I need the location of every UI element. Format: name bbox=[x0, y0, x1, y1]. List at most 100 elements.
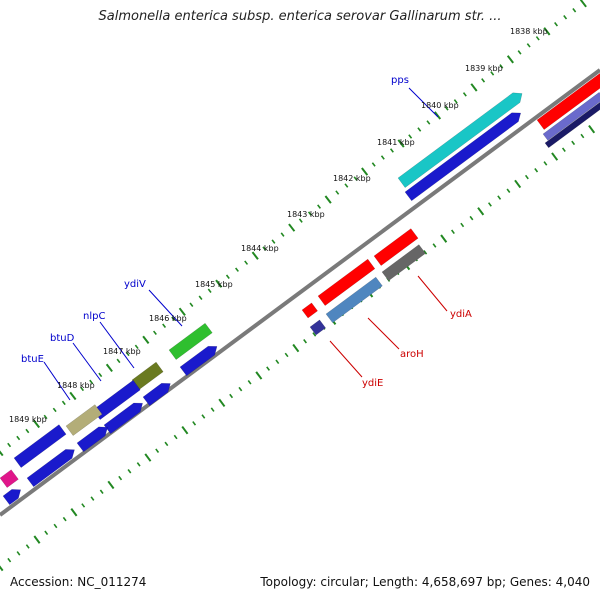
tick-mark bbox=[380, 155, 385, 160]
reverse-feature bbox=[373, 228, 419, 266]
tick-mark bbox=[43, 414, 48, 420]
forward-feature bbox=[13, 424, 67, 468]
tick-mark bbox=[7, 442, 12, 448]
tick-mark bbox=[144, 453, 152, 462]
leader-line bbox=[367, 317, 400, 350]
tick-mark bbox=[451, 229, 455, 235]
label-leaders bbox=[43, 87, 448, 401]
forward-feature bbox=[142, 383, 171, 407]
tick-mark bbox=[16, 551, 21, 556]
tick-mark bbox=[251, 251, 259, 260]
tick-mark bbox=[312, 332, 317, 337]
tick-mark bbox=[99, 489, 104, 494]
kbp-label: 1840 kbp bbox=[421, 101, 459, 110]
tick-mark bbox=[207, 288, 212, 293]
kbp-label: 1845 kbp bbox=[195, 280, 233, 289]
forward-feature bbox=[76, 426, 108, 453]
tick-mark bbox=[178, 307, 186, 316]
tick-mark bbox=[229, 393, 234, 399]
tick-mark bbox=[155, 448, 160, 453]
tick-mark bbox=[579, 0, 587, 8]
tick-mark bbox=[543, 27, 551, 36]
leader-line bbox=[43, 361, 71, 401]
tick-mark bbox=[69, 391, 77, 401]
leader-line bbox=[329, 340, 363, 378]
forward-feature bbox=[26, 449, 75, 488]
tick-mark bbox=[25, 544, 30, 549]
tick-mark bbox=[89, 379, 94, 385]
tick-mark bbox=[477, 207, 485, 216]
tick-mark bbox=[397, 139, 405, 148]
tick-mark bbox=[462, 92, 467, 97]
tick-mark bbox=[105, 363, 113, 373]
ydiA-gene bbox=[381, 244, 426, 282]
tick-mark bbox=[152, 330, 157, 336]
leader-line bbox=[72, 342, 102, 382]
tick-mark bbox=[524, 174, 529, 180]
tick-mark bbox=[307, 211, 312, 216]
tick-mark bbox=[171, 316, 176, 322]
inner-tick-ring bbox=[0, 124, 596, 572]
tick-mark bbox=[288, 223, 296, 232]
kbp-label: 1839 kbp bbox=[465, 64, 503, 73]
tick-mark bbox=[534, 167, 539, 173]
tick-mark bbox=[353, 176, 358, 181]
tick-mark bbox=[551, 152, 559, 161]
tick-mark bbox=[588, 124, 596, 134]
tick-mark bbox=[247, 380, 252, 385]
tick-mark bbox=[118, 475, 123, 481]
ydiV-gene bbox=[168, 322, 213, 360]
gene-label-ydiE: ydiE bbox=[362, 378, 383, 389]
tick-mark bbox=[33, 535, 41, 544]
tick-mark bbox=[164, 441, 169, 447]
tick-mark bbox=[481, 78, 486, 83]
tick-mark bbox=[127, 468, 132, 474]
leader-line bbox=[148, 289, 183, 327]
tick-mark bbox=[433, 111, 442, 120]
gene-label-nlpC: nlpC bbox=[83, 311, 105, 322]
tick-mark bbox=[408, 134, 413, 139]
tick-mark bbox=[52, 407, 57, 413]
kbp-label: 1847 kbp bbox=[103, 347, 141, 356]
reverse-feature bbox=[544, 101, 600, 149]
tick-mark bbox=[571, 140, 576, 146]
tick-mark bbox=[238, 386, 243, 392]
tick-mark bbox=[580, 133, 585, 139]
tick-mark bbox=[389, 148, 394, 153]
tick-mark bbox=[563, 15, 568, 20]
leader-line bbox=[408, 87, 439, 118]
tick-mark bbox=[62, 516, 67, 522]
tick-mark bbox=[514, 179, 522, 189]
pps-gene bbox=[397, 92, 523, 188]
leader-line bbox=[99, 321, 135, 369]
tick-mark bbox=[25, 428, 30, 434]
tick-mark bbox=[506, 188, 511, 194]
tick-mark bbox=[432, 243, 437, 248]
tick-mark bbox=[198, 295, 203, 300]
tick-mark bbox=[262, 246, 267, 251]
tick-mark bbox=[266, 366, 271, 371]
tick-mark bbox=[201, 414, 206, 419]
reverse-feature bbox=[536, 72, 600, 130]
tick-mark bbox=[90, 496, 95, 501]
tick-mark bbox=[70, 508, 78, 517]
topology-label: Topology: circular; Length: 4,658,697 bp… bbox=[260, 575, 590, 589]
tick-mark bbox=[470, 83, 478, 92]
tick-mark bbox=[324, 195, 332, 204]
kbp-label: 1844 kbp bbox=[241, 244, 279, 253]
kbp-label: 1842 kbp bbox=[333, 174, 371, 183]
tick-mark bbox=[506, 55, 514, 64]
tick-mark bbox=[0, 565, 4, 572]
ydiE-gene bbox=[301, 302, 318, 319]
tick-mark bbox=[181, 425, 189, 435]
gene-label-aroH: aroH bbox=[400, 349, 424, 360]
kbp-scale: 1838 kbp 1839 kbp 1840 kbp 1841 kbp 1842 kbp… bbox=[9, 27, 548, 424]
genome-backbone bbox=[0, 68, 600, 517]
tick-mark bbox=[554, 22, 559, 27]
tick-mark bbox=[134, 344, 139, 350]
tick-mark bbox=[225, 274, 230, 279]
tick-mark bbox=[61, 400, 66, 406]
forward-feature bbox=[0, 469, 19, 488]
